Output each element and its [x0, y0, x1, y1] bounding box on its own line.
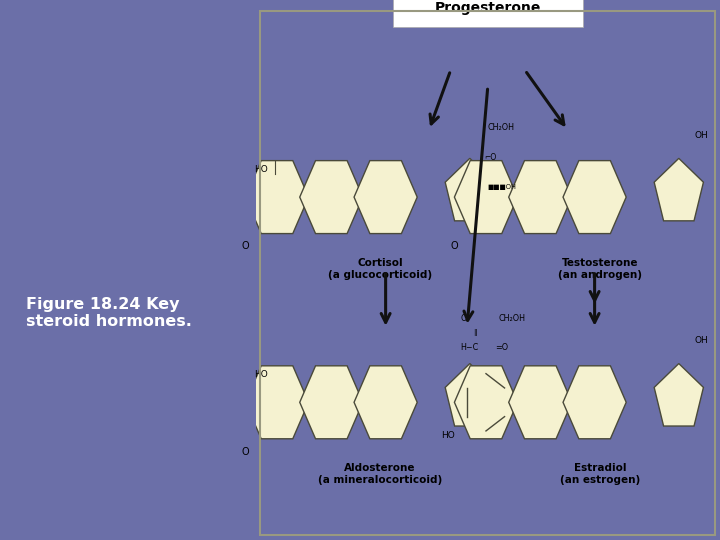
Text: O: O: [460, 314, 467, 322]
Text: OH: OH: [695, 131, 708, 140]
Polygon shape: [354, 366, 417, 439]
Polygon shape: [246, 366, 309, 439]
Text: O: O: [451, 241, 458, 251]
Polygon shape: [300, 160, 363, 234]
Polygon shape: [454, 160, 518, 234]
Polygon shape: [509, 160, 572, 234]
Polygon shape: [445, 363, 495, 426]
Polygon shape: [454, 366, 518, 439]
Polygon shape: [300, 366, 363, 439]
Text: HO: HO: [253, 370, 268, 379]
Text: H−C: H−C: [460, 343, 479, 352]
Text: Cortisol
(a glucocorticoid): Cortisol (a glucocorticoid): [328, 258, 432, 280]
Text: O: O: [242, 241, 249, 251]
Polygon shape: [654, 158, 703, 221]
Polygon shape: [654, 363, 703, 426]
Text: ■■■OH: ■■■OH: [487, 184, 516, 190]
Text: HO: HO: [441, 431, 454, 441]
FancyBboxPatch shape: [392, 0, 583, 27]
Text: Estradiol
(an estrogen): Estradiol (an estrogen): [560, 463, 640, 485]
Polygon shape: [445, 158, 495, 221]
Text: Testosterone
(an androgen): Testosterone (an androgen): [558, 258, 642, 280]
Text: Aldosterone
(a mineralocorticoid): Aldosterone (a mineralocorticoid): [318, 463, 442, 485]
Text: =O: =O: [495, 343, 508, 352]
Text: Progesterone: Progesterone: [435, 1, 541, 15]
Text: OH: OH: [695, 336, 708, 346]
Text: O: O: [242, 447, 249, 456]
Text: CH₂OH: CH₂OH: [487, 123, 514, 132]
Text: HO: HO: [253, 165, 268, 174]
Text: Figure 18.24 Key
steroid hormones.: Figure 18.24 Key steroid hormones.: [26, 297, 192, 329]
Polygon shape: [509, 366, 572, 439]
Polygon shape: [563, 160, 626, 234]
Text: CH₂OH: CH₂OH: [498, 314, 526, 322]
Polygon shape: [354, 160, 417, 234]
Text: ‖: ‖: [473, 329, 477, 336]
Text: ⌐O: ⌐O: [484, 153, 496, 163]
Polygon shape: [563, 366, 626, 439]
Polygon shape: [246, 160, 309, 234]
